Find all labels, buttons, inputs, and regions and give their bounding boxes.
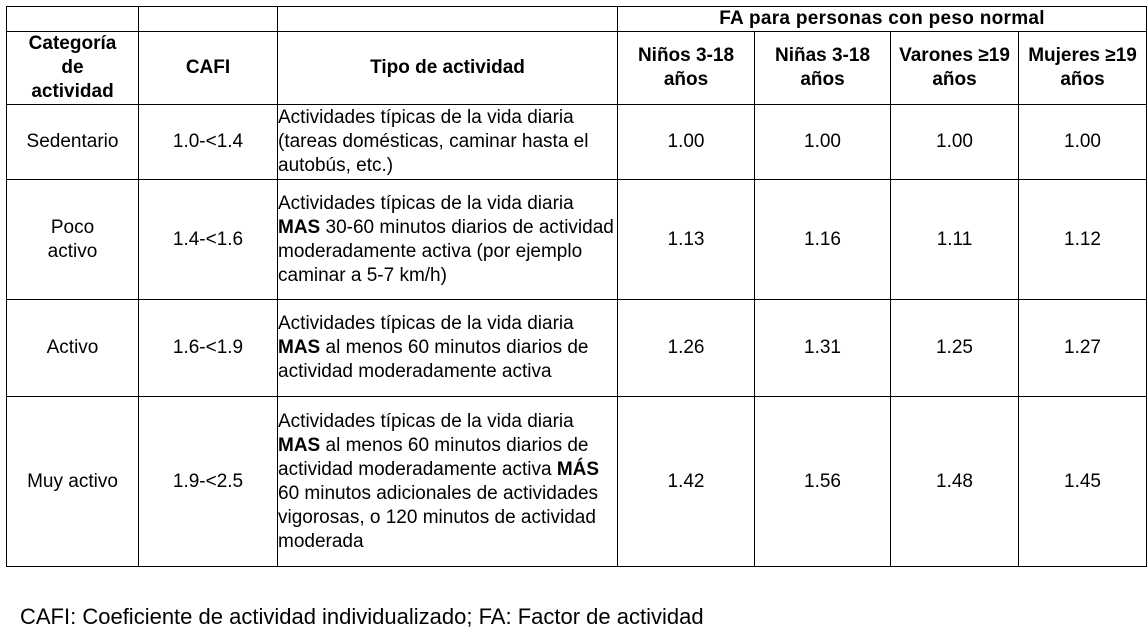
tipo-emphasis: MÁS (556, 458, 600, 480)
tipo-text: 60 minutos adicionales de actividades vi… (278, 482, 599, 552)
tipo-text: 30-60 minutos diarios de actividad moder… (278, 216, 614, 286)
category-cell: Sedentario (6, 104, 139, 180)
tipo-cell: Actividades típicas de la vida diaria (t… (277, 104, 618, 180)
header-tipo: Tipo de actividad (277, 31, 618, 105)
tipo-text: Actividades típicas de la vida diaria (278, 410, 574, 432)
header-ninos: Niños 3-18 años (617, 31, 755, 105)
varones-value: 1.11 (890, 179, 1019, 300)
mujeres-value: 1.45 (1017, 396, 1148, 567)
varones-value: 1.25 (890, 299, 1019, 397)
tipo-text: al menos 60 minutos diarios de actividad… (278, 337, 589, 382)
column-header-row: Categoría de actividad CAFI Tipo de acti… (6, 31, 1148, 105)
tipo-text: Actividades típicas de la vida diaria (t… (278, 107, 589, 176)
table-row: Muy activo 1.9-<2.5 Actividades típicas … (6, 396, 1148, 567)
header-varones: Varones ≥19 años (890, 31, 1019, 105)
category-cell: Activo (6, 299, 139, 397)
ninos-value: 1.13 (617, 179, 755, 300)
tipo-text: Actividades típicas de la vida diaria (278, 313, 574, 334)
table-row: Activo 1.6-<1.9 Actividades típicas de l… (6, 299, 1148, 397)
table-row: Sedentario 1.0-<1.4 Actividades típicas … (6, 104, 1148, 180)
group-header-fa: FA para personas con peso normal (616, 6, 1148, 32)
varones-value: 1.00 (890, 104, 1019, 180)
cafi-cell: 1.6-<1.9 (138, 299, 278, 397)
ninas-value: 1.56 (754, 396, 891, 567)
header-category: Categoría de actividad (6, 31, 139, 105)
activity-factor-table: FA para personas con peso normal Categor… (6, 6, 1148, 567)
category-cell: Muy activo (6, 396, 139, 567)
tipo-cell: Actividades típicas de la vida diaria MA… (277, 299, 618, 397)
tipo-text: Actividades típicas de la vida diaria (278, 192, 574, 214)
ninas-value: 1.31 (754, 299, 891, 397)
tipo-cell: Actividades típicas de la vida diaria MA… (277, 179, 618, 300)
table-row: Poco activo 1.4-<1.6 Actividades típicas… (6, 179, 1148, 300)
empty-header-cell (277, 6, 618, 32)
ninos-value: 1.00 (617, 104, 755, 180)
varones-value: 1.48 (890, 396, 1019, 567)
tipo-emphasis: MAS (278, 216, 321, 238)
header-mujeres: Mujeres ≥19 años (1017, 31, 1148, 105)
ninos-value: 1.26 (617, 299, 755, 397)
mujeres-value: 1.12 (1017, 179, 1148, 300)
empty-header-cell (6, 6, 139, 32)
ninas-value: 1.00 (754, 104, 891, 180)
group-header-row: FA para personas con peso normal (6, 6, 1148, 32)
footnote: CAFI: Coeficiente de actividad individua… (20, 604, 704, 629)
header-ninas: Niñas 3-18 años (754, 31, 891, 105)
tipo-cell: Actividades típicas de la vida diaria MA… (277, 396, 618, 567)
cafi-cell: 1.9-<2.5 (138, 396, 278, 567)
tipo-emphasis: MAS (278, 434, 321, 456)
ninas-value: 1.16 (754, 179, 891, 300)
tipo-text: al menos 60 minutos diarios de actividad… (278, 434, 589, 480)
cafi-cell: 1.4-<1.6 (138, 179, 278, 300)
mujeres-value: 1.27 (1017, 299, 1148, 397)
header-cafi: CAFI (138, 31, 278, 105)
cafi-cell: 1.0-<1.4 (138, 104, 278, 180)
ninos-value: 1.42 (617, 396, 755, 567)
category-cell: Poco activo (6, 179, 139, 300)
empty-header-cell (138, 6, 278, 32)
mujeres-value: 1.00 (1017, 104, 1148, 180)
tipo-emphasis: MAS (278, 337, 321, 358)
